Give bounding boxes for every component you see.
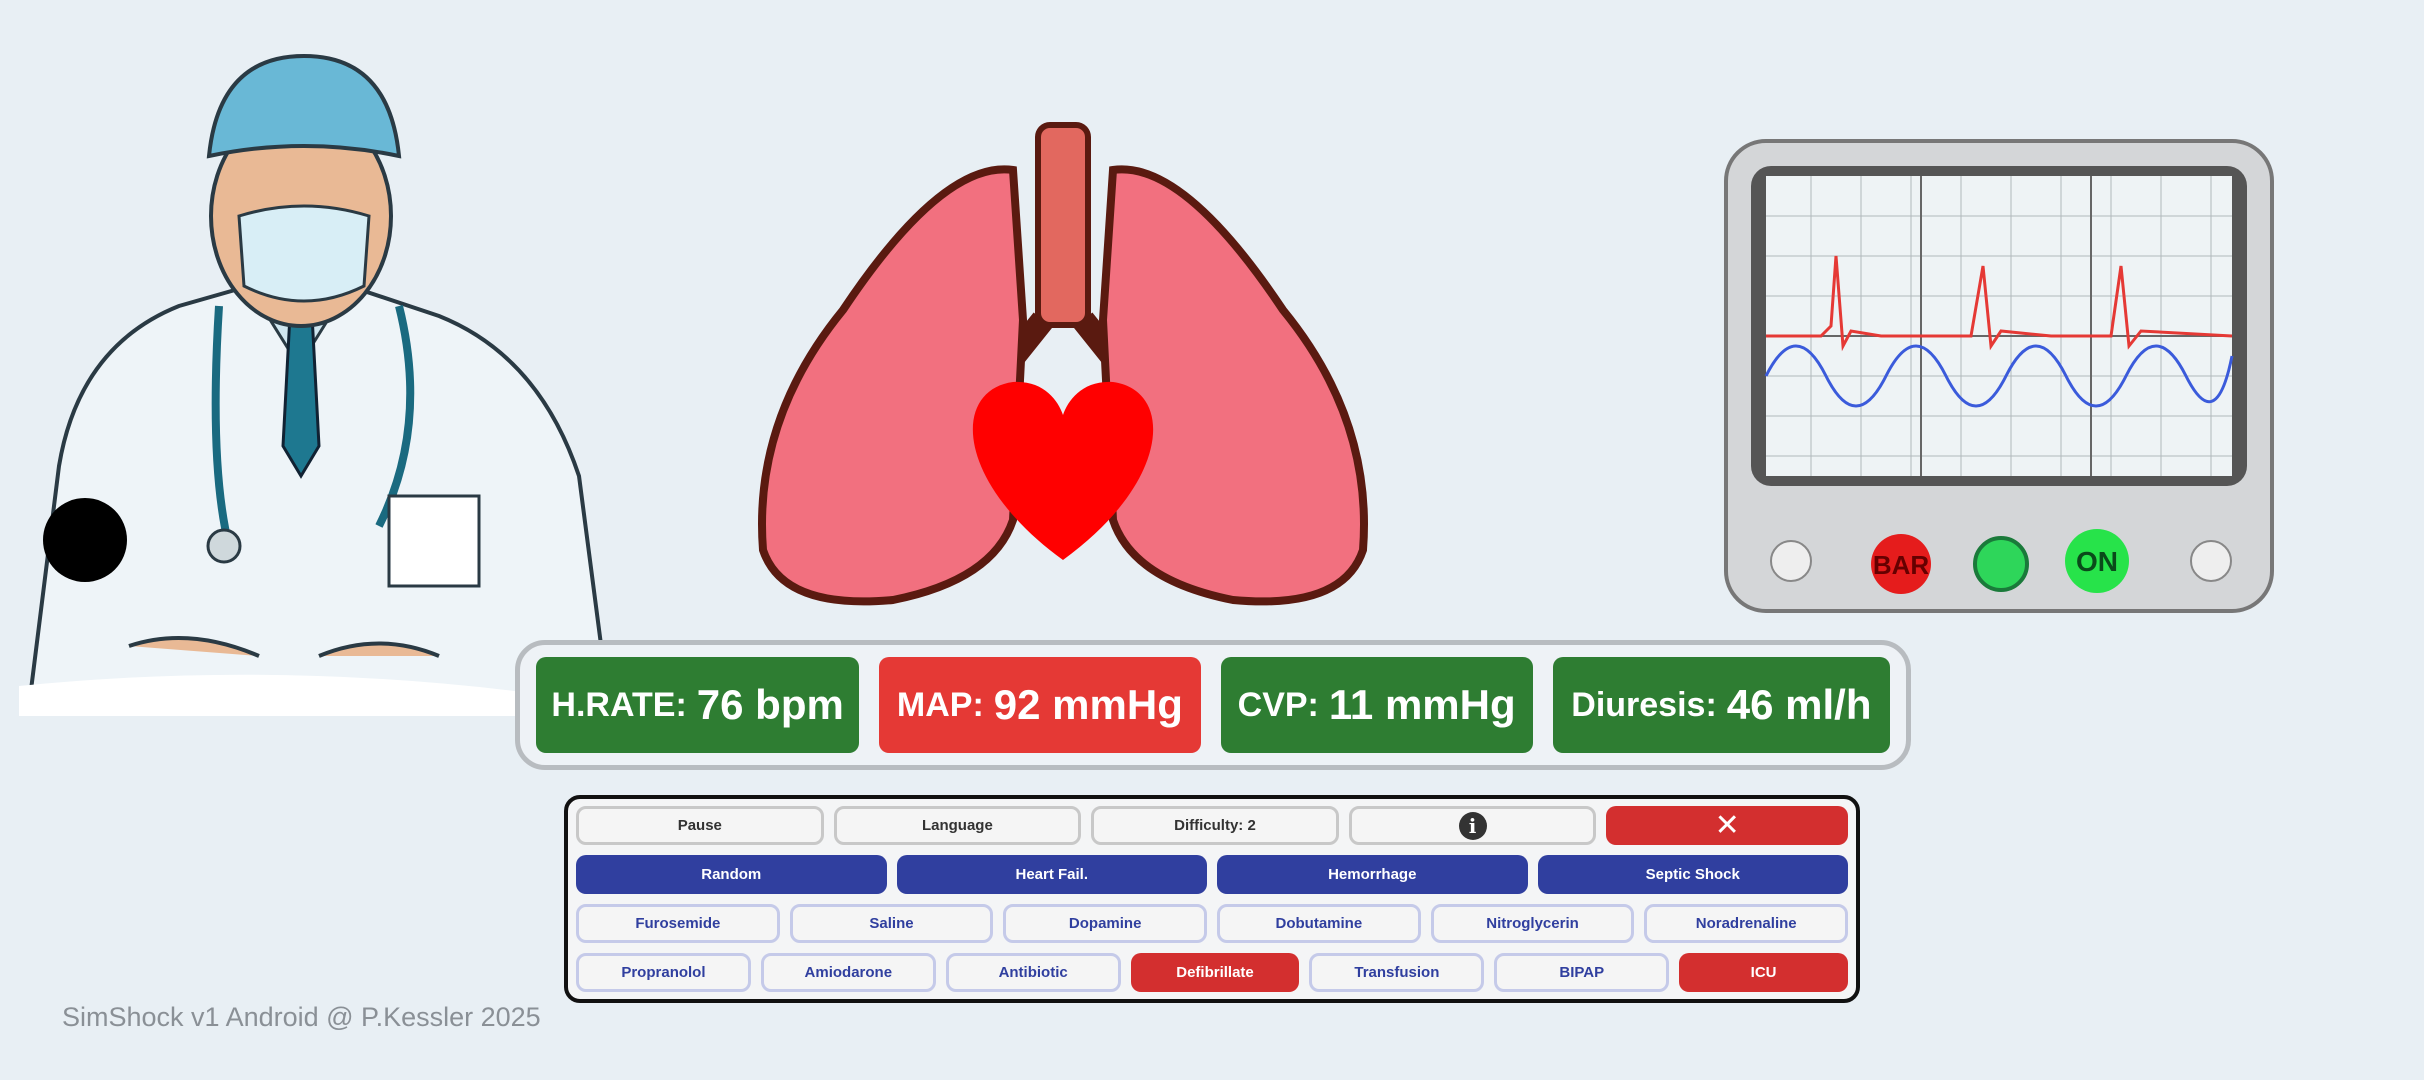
vital-value: 76 bpm: [696, 681, 844, 728]
monitor-bar-label: BAR: [1873, 550, 1930, 580]
vital-label: MAP:: [896, 685, 984, 724]
treatment-bipap[interactable]: BIPAP: [1494, 953, 1670, 992]
vital-label: H.RATE:: [551, 685, 687, 724]
lungs-heart-illustration: [758, 122, 1368, 606]
monitor-on-label: ON: [2076, 546, 2118, 577]
treatment-transfusion[interactable]: Transfusion: [1309, 953, 1485, 992]
close-icon: ✕: [1714, 809, 1740, 842]
vital-cvp: CVP: 11 mmHg: [1220, 657, 1533, 753]
difficulty-button[interactable]: Difficulty: 2: [1091, 806, 1339, 845]
scenario-hemorrhage[interactable]: Hemorrhage: [1217, 855, 1528, 894]
scenario-heart-failure[interactable]: Heart Fail.: [896, 855, 1207, 894]
drug-saline[interactable]: Saline: [789, 904, 994, 943]
treatment-antibiotic[interactable]: Antibiotic: [945, 953, 1121, 992]
scenario-random[interactable]: Random: [576, 855, 887, 894]
drug-furosemide[interactable]: Furosemide: [576, 904, 780, 943]
info-button[interactable]: i: [1348, 806, 1597, 845]
control-panel: Pause Language Difficulty: 2 i ✕ Random …: [564, 795, 1860, 1003]
treatment-amiodarone[interactable]: Amiodarone: [760, 953, 936, 992]
vitals-bar: H.RATE: 76 bpm MAP: 92 mmHg CVP: 11 mmHg Di…: [515, 640, 1911, 770]
info-icon: i: [1458, 811, 1487, 840]
ecg-monitor: BAR ON: [1721, 136, 2277, 616]
doctor-illustration: [19, 53, 619, 716]
drug-nitroglycerin[interactable]: Nitroglycerin: [1430, 904, 1635, 943]
scenario-septic-shock[interactable]: Septic Shock: [1537, 855, 1848, 894]
drug-noradrenaline[interactable]: Noradrenaline: [1644, 904, 1849, 943]
vital-map: MAP: 92 mmHg: [879, 657, 1201, 753]
pause-button[interactable]: Pause: [576, 806, 824, 845]
vital-label: Diuresis:: [1571, 685, 1717, 724]
status-dot: [43, 498, 127, 582]
treatment-icu[interactable]: ICU: [1679, 953, 1849, 992]
vital-diuresis: Diuresis: 46 ml/h: [1552, 657, 1890, 753]
drug-dobutamine[interactable]: Dobutamine: [1217, 904, 1421, 943]
close-button[interactable]: ✕: [1606, 806, 1848, 845]
vital-label: CVP:: [1237, 685, 1319, 724]
vital-value: 11 mmHg: [1328, 681, 1516, 728]
treatment-defibrillate[interactable]: Defibrillate: [1130, 953, 1300, 992]
vital-heart-rate: H.RATE: 76 bpm: [536, 657, 860, 753]
treatment-propranolol[interactable]: Propranolol: [576, 953, 751, 992]
vital-value: 92 mmHg: [993, 681, 1183, 728]
drug-dopamine[interactable]: Dopamine: [1003, 904, 1208, 943]
vital-value: 46 ml/h: [1726, 681, 1872, 728]
footer-credits: SimShock v1 Android @ P.Kessler 2025: [62, 1002, 541, 1032]
language-button[interactable]: Language: [833, 806, 1082, 845]
